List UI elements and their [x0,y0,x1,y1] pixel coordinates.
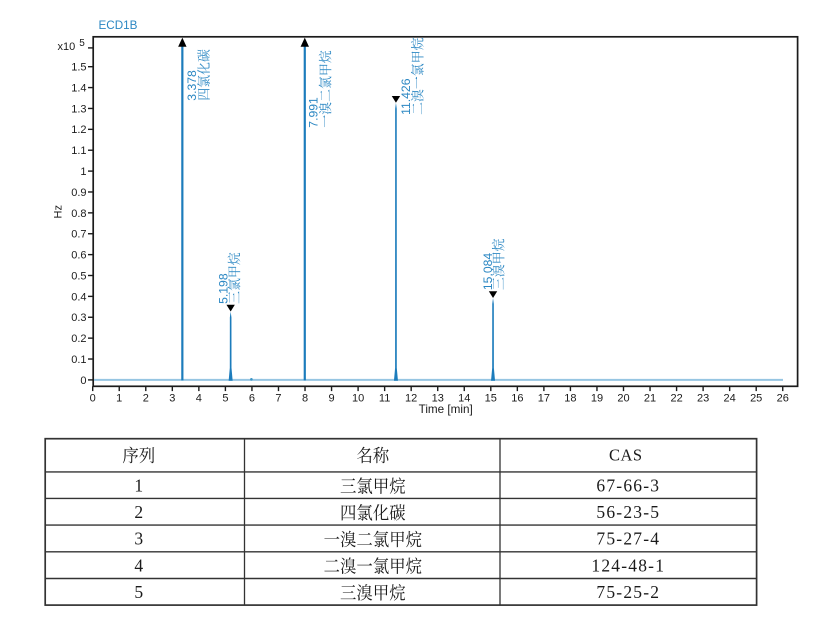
svg-text:0.8: 0.8 [71,208,86,220]
svg-text:0.5: 0.5 [71,270,86,282]
svg-text:19: 19 [591,393,603,405]
svg-text:0: 0 [80,375,86,387]
svg-text:1.4: 1.4 [71,82,86,94]
svg-text:1: 1 [134,475,143,495]
svg-text:24: 24 [724,393,736,405]
svg-text:14: 14 [458,393,470,405]
svg-text:16: 16 [511,393,523,405]
svg-text:2: 2 [134,502,143,522]
svg-text:9: 9 [328,393,334,405]
svg-text:x10: x10 [58,41,76,53]
svg-text:5: 5 [79,38,85,49]
svg-text:25: 25 [750,393,762,405]
svg-text:0.9: 0.9 [71,187,86,199]
svg-text:11: 11 [379,393,390,405]
svg-text:1: 1 [116,393,122,405]
svg-text:26: 26 [777,393,789,405]
svg-text:67-66-3: 67-66-3 [596,475,660,495]
svg-text:3: 3 [169,393,175,405]
svg-text:5.198: 5.198 [216,273,230,304]
svg-text:CAS: CAS [609,445,643,464]
svg-text:1: 1 [80,166,86,178]
svg-text:10: 10 [352,393,364,405]
svg-text:13: 13 [432,393,444,405]
svg-text:5: 5 [134,582,143,602]
svg-text:1.3: 1.3 [71,103,86,115]
svg-text:17: 17 [538,393,550,405]
svg-text:1.2: 1.2 [71,124,86,136]
svg-text:12: 12 [405,393,417,405]
svg-text:0.3: 0.3 [71,312,86,324]
svg-text:75-27-4: 75-27-4 [596,529,660,549]
svg-text:4: 4 [134,555,143,575]
svg-text:5: 5 [222,393,228,405]
svg-text:3: 3 [134,529,143,549]
svg-text:0.2: 0.2 [71,333,86,345]
svg-text:18: 18 [564,393,576,405]
svg-text:11.426: 11.426 [399,78,413,115]
svg-text:ECD1B: ECD1B [99,19,138,32]
svg-text:4: 4 [196,393,202,405]
svg-text:56-23-5: 56-23-5 [596,502,660,522]
svg-text:0: 0 [90,393,96,405]
svg-text:1.1: 1.1 [71,145,86,157]
svg-text:0.7: 0.7 [71,229,86,241]
svg-text:15.084: 15.084 [481,253,495,290]
svg-text:15: 15 [485,393,497,405]
svg-text:2: 2 [143,393,149,405]
svg-text:21: 21 [644,393,656,405]
svg-text:75-25-2: 75-25-2 [596,582,660,602]
svg-text:23: 23 [697,393,709,405]
svg-text:124-48-1: 124-48-1 [591,555,665,575]
svg-text:0.1: 0.1 [71,354,86,366]
svg-text:7.991: 7.991 [307,97,321,128]
svg-text:7: 7 [275,393,281,405]
svg-text:6: 6 [249,393,255,405]
svg-text:Hz: Hz [53,205,65,218]
svg-text:20: 20 [617,393,629,405]
svg-text:Time [min]: Time [min] [419,403,473,416]
svg-text:1.5: 1.5 [71,62,86,74]
svg-text:8: 8 [302,393,308,405]
svg-text:3.378: 3.378 [185,70,199,101]
svg-text:0.4: 0.4 [71,291,86,303]
svg-text:22: 22 [670,393,682,405]
svg-text:0.6: 0.6 [71,250,86,262]
